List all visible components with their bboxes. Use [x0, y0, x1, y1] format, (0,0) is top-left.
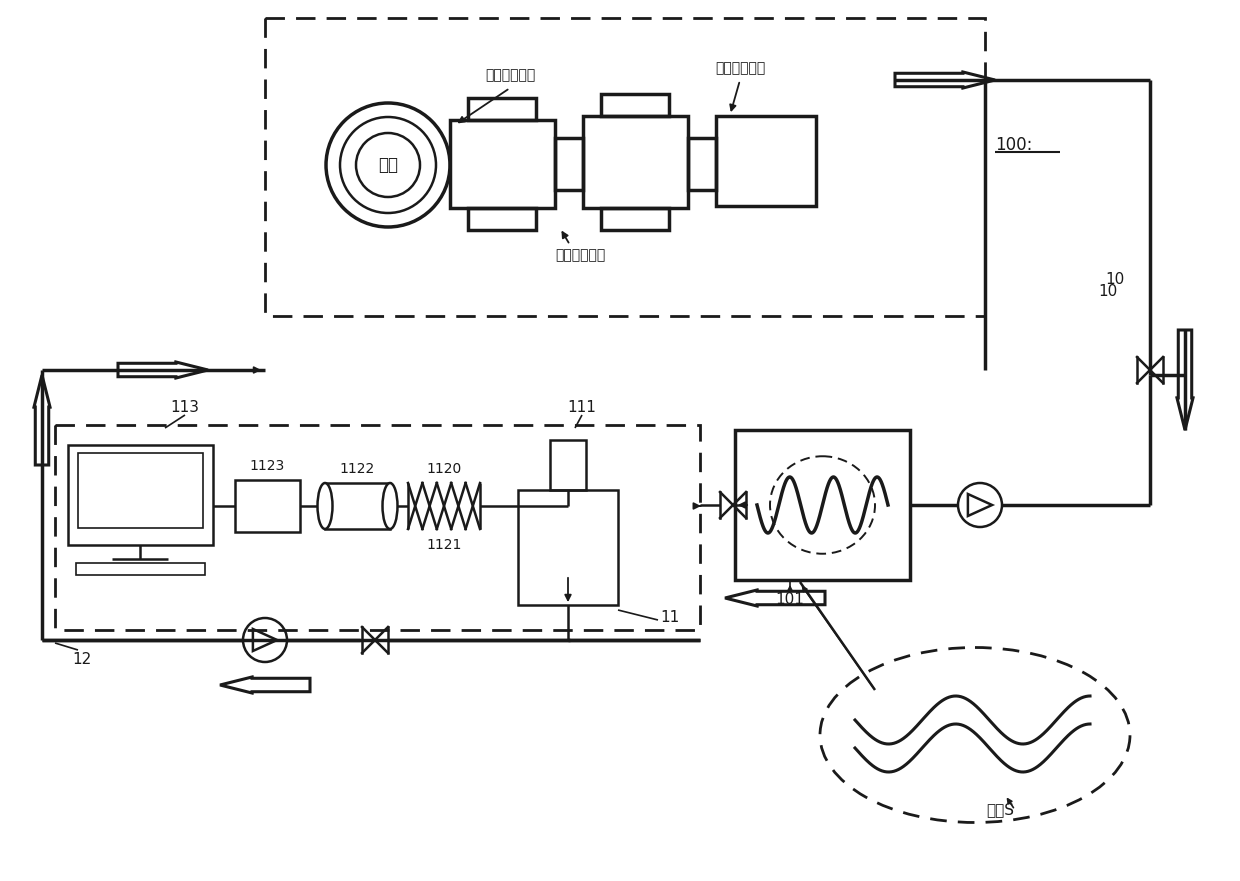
Text: 1123: 1123 — [249, 459, 285, 473]
Text: 11: 11 — [661, 611, 680, 626]
Text: 1122: 1122 — [340, 462, 374, 476]
Text: 12: 12 — [72, 653, 92, 668]
Text: 二回路冷却剑: 二回路冷却剑 — [554, 248, 605, 262]
Text: 一回路冷却剑: 一回路冷却剑 — [485, 68, 536, 82]
Ellipse shape — [317, 483, 332, 529]
Text: 113: 113 — [171, 401, 200, 416]
Text: 1121: 1121 — [427, 538, 461, 552]
Text: 弯管S: 弯管S — [986, 803, 1014, 818]
Ellipse shape — [382, 483, 398, 529]
Text: 111: 111 — [568, 401, 596, 416]
Text: 三回路冷却剑: 三回路冷却剑 — [715, 61, 765, 75]
Text: 10: 10 — [1099, 285, 1118, 300]
Text: 1120: 1120 — [427, 462, 461, 476]
Text: 堆芯: 堆芯 — [378, 156, 398, 174]
Text: 101: 101 — [775, 593, 805, 608]
Text: 100:: 100: — [994, 136, 1033, 154]
Text: 10: 10 — [1105, 272, 1125, 287]
